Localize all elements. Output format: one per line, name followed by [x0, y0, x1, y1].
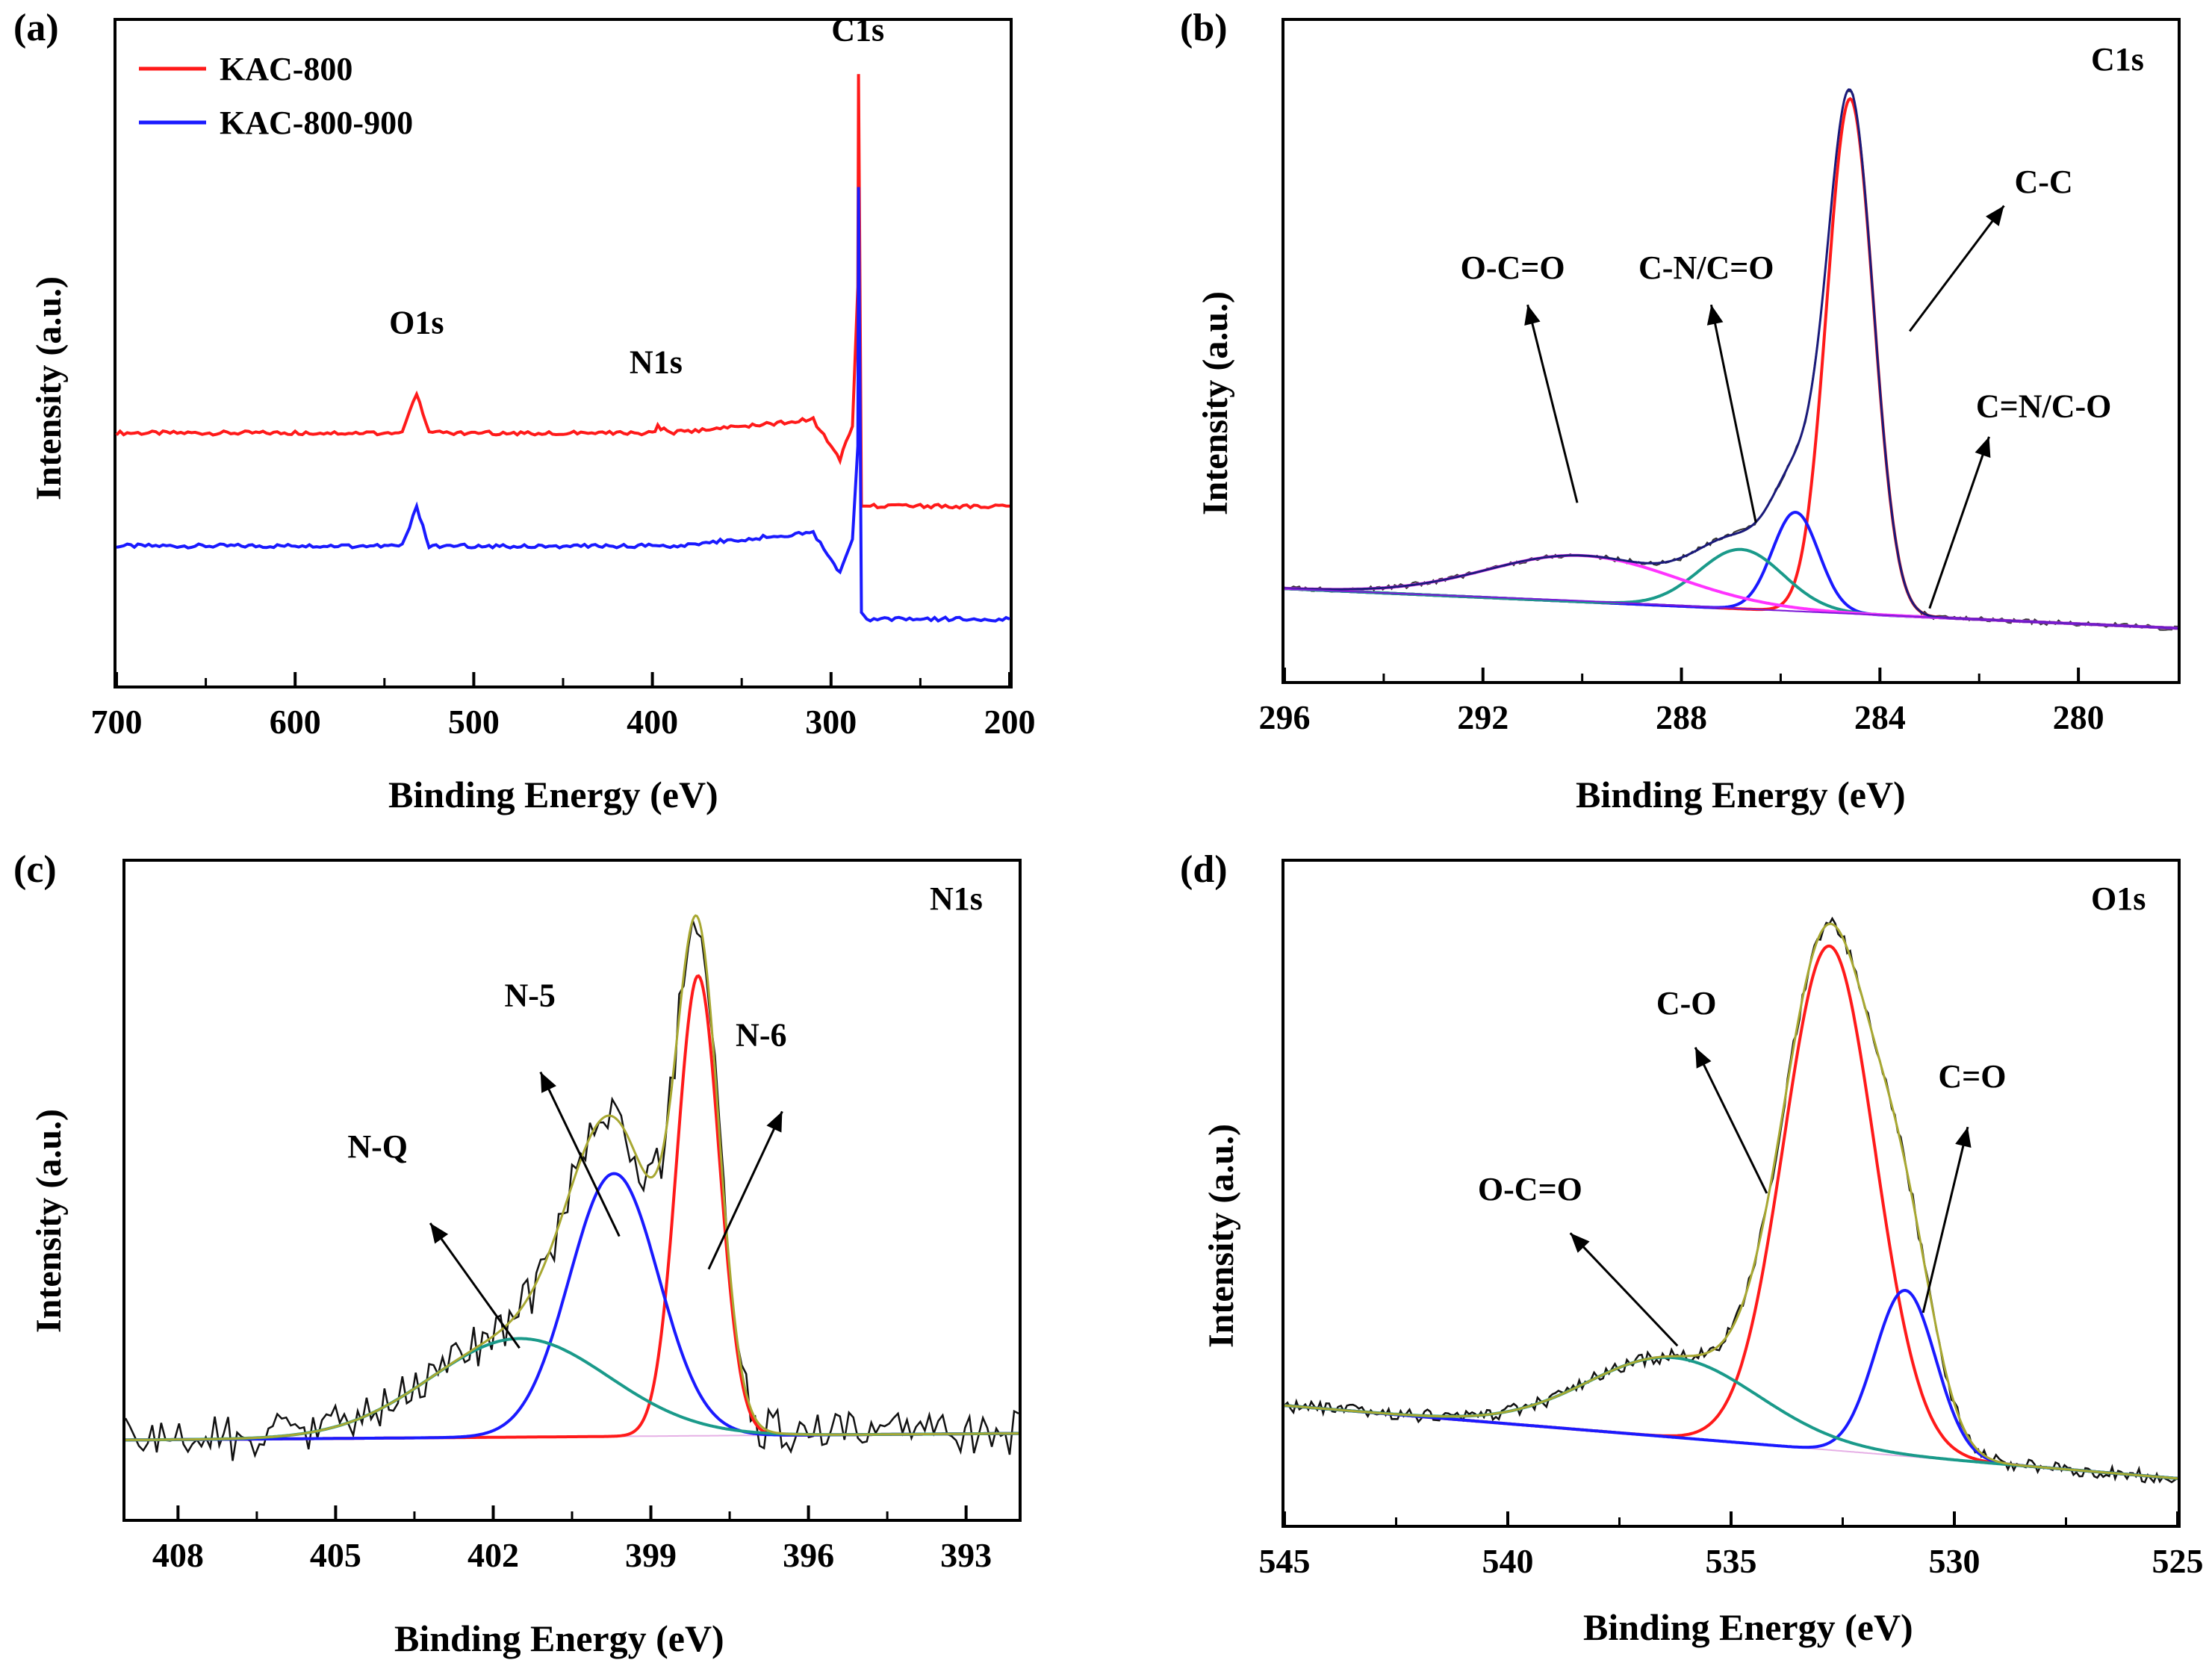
peak-label: N1s	[630, 344, 683, 381]
annotation-arrow	[539, 1071, 621, 1237]
x-tick-label: 500	[448, 703, 500, 741]
x-tick-label: 296	[1259, 698, 1311, 736]
region-label-c: N1s	[930, 880, 983, 917]
x-axis-label-b: Binding Energy (eV)	[1576, 774, 1906, 815]
x-axis-label-a: Binding Energy (eV)	[388, 774, 718, 815]
annotation-arrowhead	[766, 1111, 783, 1133]
x-tick-label: 393	[940, 1536, 992, 1574]
plot-frame-c	[122, 859, 1022, 1522]
component-c-o	[1284, 1288, 2178, 1480]
raw-data-line	[124, 919, 1019, 1461]
panel-letter-c: (c)	[13, 848, 57, 891]
annotation-arrowhead	[1706, 305, 1724, 326]
annotation-arrow	[1928, 436, 1990, 609]
panel-letter-b: (b)	[1180, 7, 1228, 49]
annotation-arrow	[1909, 205, 2005, 332]
annotation-label: N-5	[504, 977, 555, 1014]
peak-label: C1s	[831, 12, 884, 49]
x-tick-label: 600	[270, 703, 321, 741]
x-tick-label: 400	[627, 703, 678, 741]
annotation-arrowhead	[1524, 305, 1541, 326]
envelope-line	[125, 914, 1019, 1441]
annotation-arrow	[429, 1222, 521, 1349]
annotation-arrowhead	[540, 1072, 556, 1093]
raw-data-line	[1284, 916, 2178, 1485]
x-tick-label: 545	[1259, 1542, 1311, 1580]
annotation-label: C=N/C-O	[1976, 388, 2112, 424]
plot-frame-b	[1281, 18, 2181, 684]
annotation-arrow	[1694, 1046, 1768, 1194]
annotation-arrowhead	[1986, 205, 2004, 226]
annotation-arrow	[1709, 304, 1757, 523]
annotation-label: C-N/C=O	[1638, 249, 1774, 286]
envelope-line	[1284, 922, 2178, 1480]
annotation-label: C-C	[2014, 164, 2072, 200]
x-tick-label: 540	[1482, 1542, 1534, 1580]
annotation-arrow	[1921, 1126, 1969, 1314]
annotation-label: O-C=O	[1461, 249, 1565, 286]
x-tick-label: 408	[152, 1536, 204, 1574]
annotation-arrowhead	[1955, 1127, 1972, 1148]
x-tick-label: 396	[783, 1536, 834, 1574]
x-tick-label: 292	[1457, 698, 1509, 736]
legend-entry: KAC-800	[220, 51, 352, 87]
x-tick-label: 200	[984, 703, 1036, 741]
annotation-arrowhead	[1695, 1047, 1712, 1069]
x-tick-label: 700	[91, 703, 143, 741]
x-tick-label: 284	[1854, 698, 1906, 736]
panel-letter-a: (a)	[13, 7, 59, 49]
x-tick-label: 402	[467, 1536, 519, 1574]
annotation-arrowhead	[1570, 1233, 1590, 1253]
annotation-label: C=O	[1938, 1058, 2006, 1095]
component-c-o	[1284, 944, 2178, 1480]
x-tick-label: 399	[625, 1536, 677, 1574]
series-line-kac-800-900	[116, 187, 1010, 623]
annotation-label: O-C=O	[1478, 1171, 1582, 1207]
annotation-label: N-6	[736, 1016, 786, 1053]
x-tick-label: 280	[2053, 698, 2104, 736]
annotation-arrowhead	[430, 1223, 449, 1244]
x-tick-label: 405	[310, 1536, 361, 1574]
annotation-arrow	[1569, 1232, 1679, 1347]
x-tick-label: 525	[2152, 1542, 2204, 1580]
annotation-arrow	[707, 1110, 783, 1270]
legend-entry: KAC-800-900	[220, 105, 413, 141]
x-tick-label: 535	[1706, 1542, 1757, 1580]
annotation-label: N-Q	[347, 1128, 408, 1165]
peak-label: O1s	[389, 304, 444, 341]
annotation-arrow	[1526, 304, 1579, 503]
x-tick-label: 300	[805, 703, 857, 741]
plot-frame-a	[114, 18, 1013, 688]
y-axis-label-d: Intensity (a.u.)	[1202, 1123, 1241, 1348]
panel-letter-d: (d)	[1180, 848, 1228, 891]
x-axis-label-d: Binding Energy (eV)	[1583, 1606, 1913, 1648]
annotation-arrowhead	[1975, 436, 1991, 458]
x-axis-label-c: Binding Energy (eV)	[394, 1617, 724, 1659]
background-line	[1284, 588, 2178, 630]
x-tick-label: 530	[1929, 1542, 1980, 1580]
region-label-b: C1s	[2091, 41, 2144, 78]
annotation-label: C-O	[1656, 985, 1717, 1022]
region-label-d: O1s	[2091, 880, 2146, 917]
x-tick-label: 288	[1656, 698, 1707, 736]
